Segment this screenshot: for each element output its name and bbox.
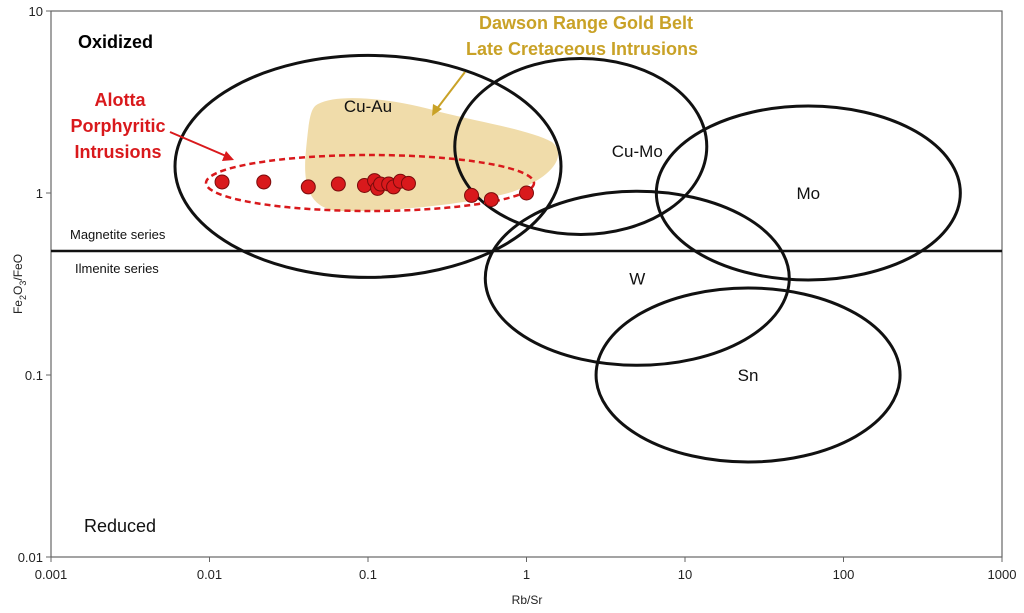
data-point-1 bbox=[214, 174, 230, 190]
dawson-arrowhead bbox=[432, 104, 442, 116]
x-tick-label: 0.001 bbox=[35, 567, 68, 582]
y-tick-label: 10 bbox=[29, 4, 43, 19]
data-point-14 bbox=[483, 192, 499, 208]
y-axis-title-part2: O bbox=[11, 286, 25, 295]
x-tick-label: 1 bbox=[523, 567, 530, 582]
x-axis-ticks: 0.001 0.01 0.1 1 10 100 1000 bbox=[35, 557, 1017, 582]
dawson-arrow-line bbox=[435, 71, 466, 111]
ilmenite-series-label: Ilmenite series bbox=[75, 261, 159, 276]
alotta-title-line2: Porphyritic bbox=[70, 116, 165, 136]
field-label-cu-mo: Cu-Mo bbox=[612, 142, 663, 161]
alotta-arrow-line bbox=[169, 131, 227, 157]
x-axis-title: Rb/Sr bbox=[512, 593, 543, 607]
y-axis-title-part1: Fe bbox=[11, 300, 25, 314]
y-axis-title-sub2: 3 bbox=[18, 281, 28, 286]
y-tick-label: 0.01 bbox=[18, 550, 43, 565]
y-tick-label: 1 bbox=[36, 186, 43, 201]
data-point-12 bbox=[400, 175, 416, 191]
x-tick-label: 10 bbox=[678, 567, 692, 582]
alotta-title-line1: Alotta bbox=[95, 90, 147, 110]
field-ellipse-cu-au bbox=[173, 53, 563, 279]
data-point-13 bbox=[464, 187, 480, 203]
dawson-title-line2: Late Cretaceous Intrusions bbox=[466, 39, 698, 59]
field-ellipse-sn bbox=[594, 286, 902, 464]
y-axis-title: Fe2O3/FeO bbox=[11, 254, 28, 314]
field-ellipse-w bbox=[483, 189, 791, 367]
x-tick-label: 0.01 bbox=[197, 567, 222, 582]
data-point-4 bbox=[330, 176, 346, 192]
y-axis-ticks: 0.01 0.1 1 10 bbox=[18, 4, 51, 565]
field-ellipse-cu-mo bbox=[453, 57, 709, 237]
field-label-cu-au: Cu-Au bbox=[344, 97, 392, 116]
data-point-3 bbox=[300, 179, 316, 195]
points-layer bbox=[214, 173, 534, 208]
magnetite-series-label: Magnetite series bbox=[70, 227, 166, 242]
y-tick-label: 0.1 bbox=[25, 368, 43, 383]
data-point-15 bbox=[519, 185, 534, 201]
field-label-mo: Mo bbox=[797, 184, 821, 203]
x-tick-label: 1000 bbox=[988, 567, 1017, 582]
alotta-arrowhead bbox=[222, 151, 234, 161]
oxidized-label: Oxidized bbox=[78, 32, 153, 52]
reduced-label: Reduced bbox=[84, 516, 156, 536]
dawson-title-line1: Dawson Range Gold Belt bbox=[479, 13, 693, 33]
field-label-sn: Sn bbox=[738, 366, 759, 385]
data-point-2 bbox=[256, 174, 272, 190]
y-axis-title-sub1: 2 bbox=[18, 295, 28, 300]
y-axis-title-part3: /FeO bbox=[11, 254, 25, 281]
alotta-title-line3: Intrusions bbox=[74, 142, 161, 162]
alotta-envelope bbox=[204, 153, 536, 213]
plot-frame bbox=[50, 10, 1003, 558]
field-label-w: W bbox=[629, 269, 645, 288]
x-tick-label: 0.1 bbox=[359, 567, 377, 582]
x-tick-label: 100 bbox=[833, 567, 855, 582]
